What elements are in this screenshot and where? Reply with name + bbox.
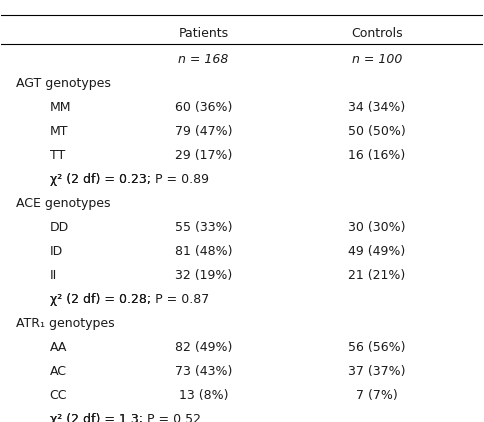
Text: 16 (16%): 16 (16%)	[348, 149, 406, 162]
Text: 49 (49%): 49 (49%)	[348, 245, 406, 258]
Text: 7 (7%): 7 (7%)	[356, 389, 398, 402]
Text: ATR₁ genotypes: ATR₁ genotypes	[16, 317, 114, 330]
Text: n = 168: n = 168	[178, 53, 228, 66]
Text: 56 (56%): 56 (56%)	[348, 341, 406, 354]
Text: II: II	[49, 269, 57, 282]
Text: 55 (33%): 55 (33%)	[175, 221, 232, 234]
Text: 82 (49%): 82 (49%)	[175, 341, 232, 354]
Text: χ² (2 df) = 0.23; P = 0.89: χ² (2 df) = 0.23; P = 0.89	[49, 173, 209, 186]
Text: TT: TT	[49, 149, 65, 162]
Text: χ² (2 df) = 1.3;: χ² (2 df) = 1.3;	[49, 413, 147, 422]
Text: 79 (47%): 79 (47%)	[175, 125, 232, 138]
Text: 81 (48%): 81 (48%)	[175, 245, 232, 258]
Text: χ² (2 df) = 0.23;: χ² (2 df) = 0.23;	[49, 173, 154, 186]
Text: 32 (19%): 32 (19%)	[175, 269, 232, 282]
Text: AGT genotypes: AGT genotypes	[16, 77, 111, 90]
Text: 13 (8%): 13 (8%)	[179, 389, 228, 402]
Text: n = 100: n = 100	[351, 53, 402, 66]
Text: χ² (2 df) = 1.3; P = 0.52: χ² (2 df) = 1.3; P = 0.52	[49, 413, 200, 422]
Text: MT: MT	[49, 125, 68, 138]
Text: ACE genotypes: ACE genotypes	[16, 197, 110, 210]
Text: AC: AC	[49, 365, 66, 378]
Text: Controls: Controls	[351, 27, 403, 40]
Text: Patients: Patients	[179, 27, 228, 40]
Text: 60 (36%): 60 (36%)	[175, 101, 232, 114]
Text: 50 (50%): 50 (50%)	[348, 125, 406, 138]
Text: χ² (2 df) = 0.28;: χ² (2 df) = 0.28;	[49, 293, 154, 306]
Text: MM: MM	[49, 101, 71, 114]
Text: 37 (37%): 37 (37%)	[348, 365, 406, 378]
Text: 21 (21%): 21 (21%)	[348, 269, 406, 282]
Text: ID: ID	[49, 245, 63, 258]
Text: 29 (17%): 29 (17%)	[175, 149, 232, 162]
Text: DD: DD	[49, 221, 69, 234]
Text: 73 (43%): 73 (43%)	[175, 365, 232, 378]
Text: 34 (34%): 34 (34%)	[348, 101, 406, 114]
Text: AA: AA	[49, 341, 67, 354]
Text: χ² (2 df) = 0.28; P = 0.87: χ² (2 df) = 0.28; P = 0.87	[49, 293, 209, 306]
Text: CC: CC	[49, 389, 67, 402]
Text: 30 (30%): 30 (30%)	[348, 221, 406, 234]
